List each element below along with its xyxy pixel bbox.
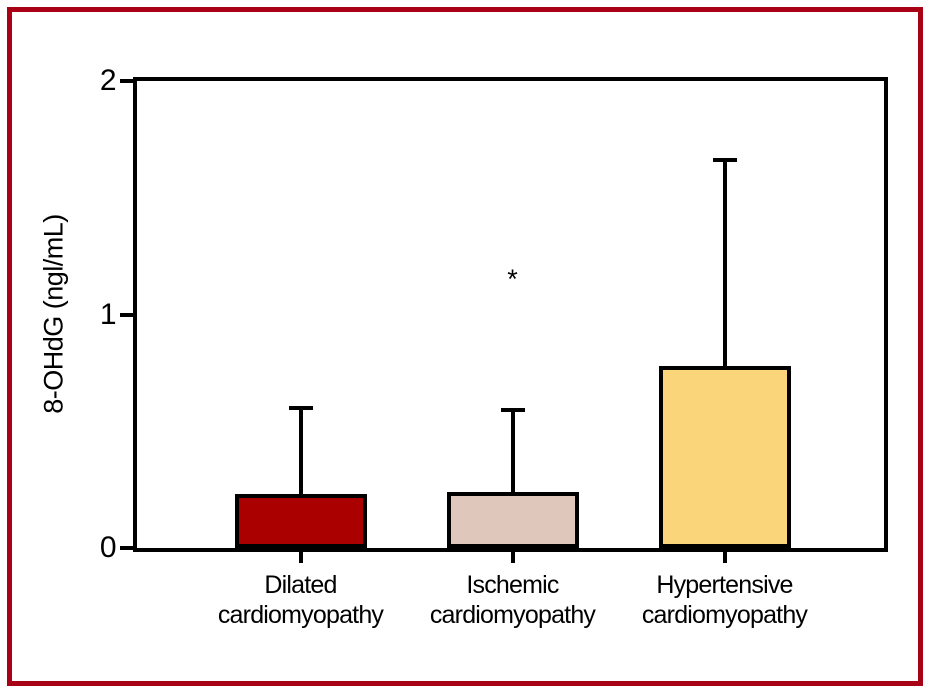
bar <box>446 491 579 548</box>
significance-asterisk: * <box>507 264 518 295</box>
error-bar-cap <box>712 158 737 163</box>
y-tick-label: 2 <box>99 64 117 97</box>
error-bar-stem <box>510 410 515 492</box>
bar <box>234 494 367 548</box>
error-bar-cap <box>500 408 525 413</box>
bar <box>658 365 791 548</box>
x-axis-tick <box>722 552 727 563</box>
category-label: Ischemic cardiomyopathy <box>429 571 596 629</box>
category-label: Dilated cardiomyopathy <box>217 571 384 629</box>
y-axis-tick <box>120 546 133 550</box>
y-axis-tick <box>120 312 133 317</box>
y-tick-label: 1 <box>99 297 117 331</box>
error-bar-stem <box>722 160 727 366</box>
error-bar-cap <box>288 405 313 410</box>
y-axis-tick <box>120 79 133 83</box>
y-tick-label: 0 <box>99 531 117 564</box>
x-axis-tick <box>298 552 303 563</box>
x-axis-tick <box>510 552 515 563</box>
plot-area: * <box>133 77 888 552</box>
category-label: Hypertensive cardiomyopathy <box>641 571 808 629</box>
error-bar-stem <box>298 407 303 495</box>
